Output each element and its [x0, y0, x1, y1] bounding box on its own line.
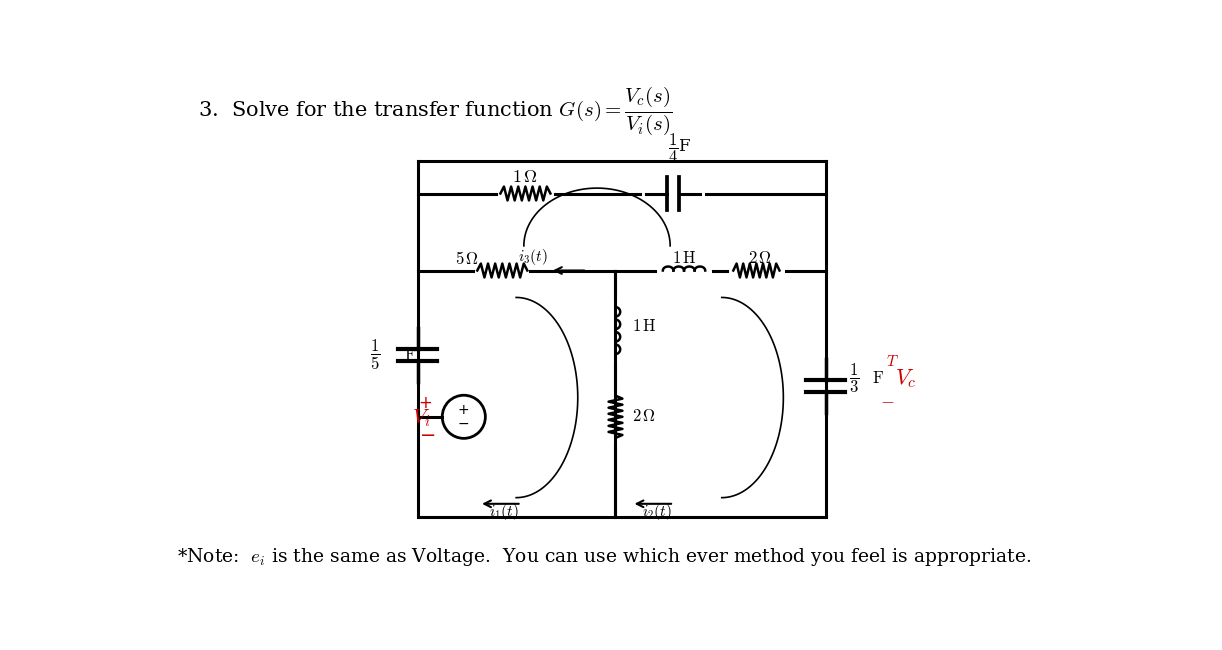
- Text: *Note:  $e_i$ is the same as Voltage.  You can use which ever method you feel is: *Note: $e_i$ is the same as Voltage. You…: [177, 546, 1033, 568]
- Text: $2\,\Omega$: $2\,\Omega$: [748, 250, 772, 266]
- Text: $\dfrac{1}{5}$: $\dfrac{1}{5}$: [370, 338, 380, 372]
- Text: $\mathrm{F}$: $\mathrm{F}$: [873, 370, 884, 387]
- Text: $i_2(t)$: $i_2(t)$: [642, 502, 671, 521]
- Text: $5\,\Omega$: $5\,\Omega$: [456, 251, 479, 268]
- Text: $\dfrac{1}{4}$F: $\dfrac{1}{4}$F: [667, 132, 692, 166]
- Text: $T$: $T$: [886, 354, 898, 369]
- Text: $2\,\Omega$: $2\,\Omega$: [633, 408, 656, 425]
- Text: $\dfrac{1}{3}$: $\dfrac{1}{3}$: [849, 361, 859, 395]
- Text: $1\,\mathrm{H}$: $1\,\mathrm{H}$: [672, 250, 697, 266]
- Text: $+$: $+$: [418, 394, 433, 412]
- Text: $1\,\mathrm{H}$: $1\,\mathrm{H}$: [633, 318, 657, 335]
- Text: $1\,\Omega$: $1\,\Omega$: [512, 168, 539, 185]
- Text: +: +: [458, 403, 469, 417]
- Text: $\mathrm{F}$: $\mathrm{F}$: [403, 346, 415, 364]
- Text: $V_c$: $V_c$: [895, 367, 916, 390]
- Text: $-$: $-$: [880, 391, 895, 409]
- Text: $-$: $-$: [419, 424, 435, 443]
- Text: 3.  Solve for the transfer function $G(s) = \dfrac{V_c(s)}{V_i(s)}$: 3. Solve for the transfer function $G(s)…: [198, 84, 672, 136]
- Text: $i_3(t)$: $i_3(t)$: [518, 246, 547, 266]
- Text: $V_i$: $V_i$: [412, 408, 430, 429]
- Text: $i_1(t)$: $i_1(t)$: [489, 502, 518, 521]
- Text: −: −: [458, 417, 469, 431]
